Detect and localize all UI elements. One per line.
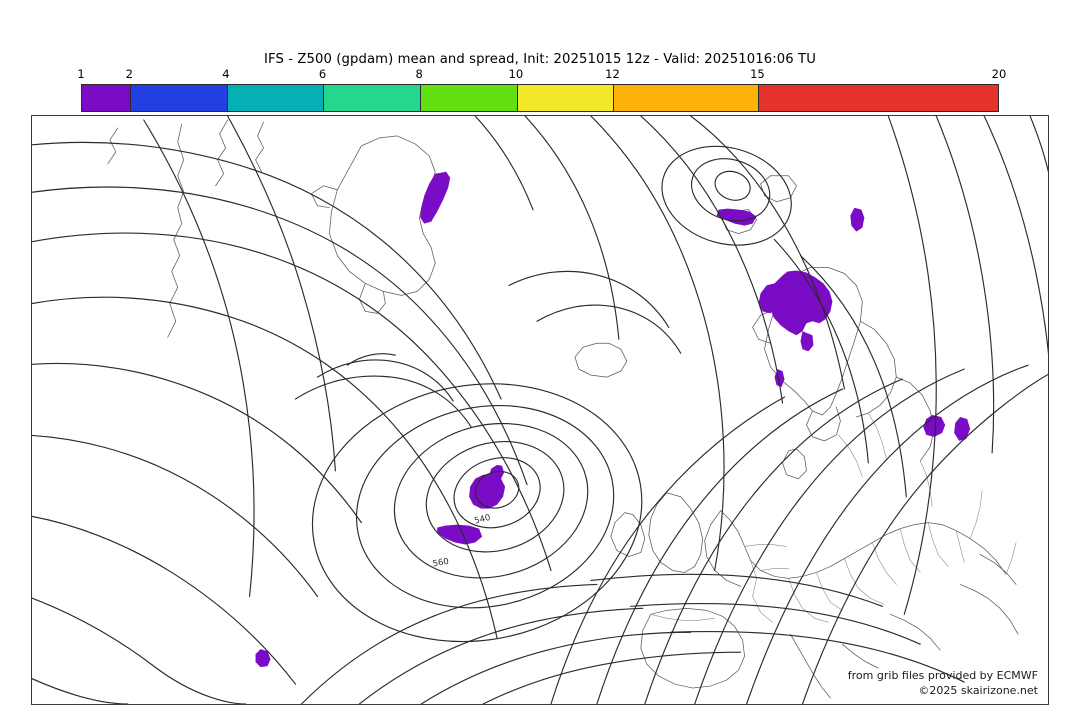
chart-title: IFS - Z500 (gpdam) mean and spread, Init…: [264, 52, 816, 67]
colorbar-gradient: [81, 84, 999, 112]
colorbar-tick-8: 8: [415, 67, 423, 81]
colorbar-segment-1-2: [82, 85, 131, 111]
colorbar-segment-2-4: [130, 85, 228, 111]
colorbar-tick-10: 10: [508, 67, 524, 81]
colorbar-segment-10-12: [517, 85, 615, 111]
colorbar-tick-4: 4: [222, 67, 230, 81]
colorbar-tick-20: 20: [991, 67, 1007, 81]
colorbar-tick-15: 15: [750, 67, 765, 81]
coastlines-layer: [107, 119, 1019, 699]
colorbar-segment-15-20: [758, 85, 998, 111]
map-canvas: 540 560: [32, 116, 1048, 704]
contour-label-560: 560: [432, 556, 450, 569]
colorbar-segment-12-15: [614, 85, 759, 111]
colorbar-tick-12: 12: [605, 67, 620, 81]
colorbar-tick-6: 6: [318, 67, 327, 81]
colorbar-tick-2: 2: [125, 67, 133, 81]
colorbar-segment-4-6: [227, 85, 325, 111]
colorbar-tick-labels: 1 2 4 6 8 10 12 15 20: [77, 67, 1006, 82]
spread-shading-layer: [255, 171, 971, 668]
colorbar: 1 2 4 6 8 10 12 15 20: [77, 68, 1006, 112]
contour-label-540: 540: [473, 512, 491, 526]
colorbar-tick-1: 1: [77, 67, 85, 81]
colorbar-segment-6-8: [324, 85, 421, 111]
contour-lines-layer: [32, 116, 1048, 704]
contour-labels-layer: 540 560: [432, 512, 491, 568]
colorbar-segment-8-10: [420, 85, 518, 111]
map-panel[interactable]: 540 560 from grib files provided by ECMW…: [31, 115, 1049, 705]
